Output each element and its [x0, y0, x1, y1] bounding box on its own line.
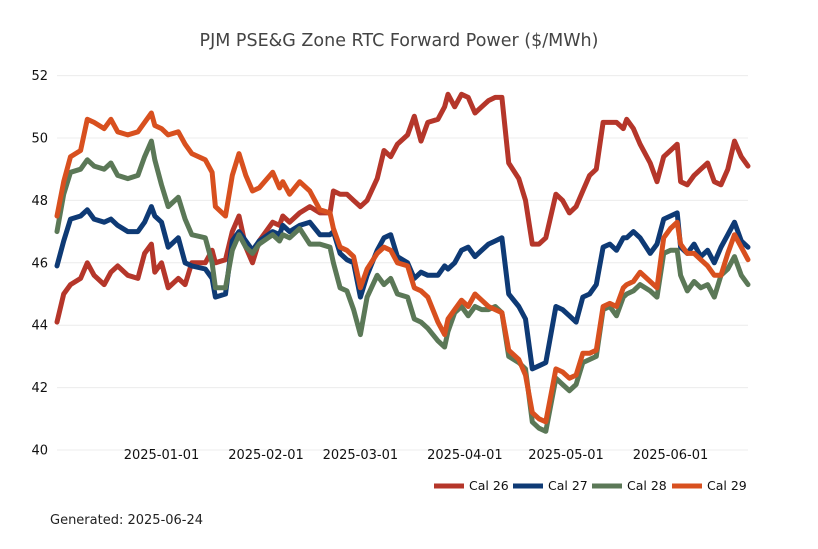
- y-tick-label: 50: [31, 132, 48, 147]
- series-line-cal-28: [54, 138, 751, 434]
- legend: Cal 26 Cal 27 Cal 28 Cal 29: [434, 478, 747, 493]
- axes: 40 42 44 46 48 50 52 2025-01-01 2025-02-01 2025-0…: [31, 69, 708, 463]
- y-tick-label: 42: [31, 381, 48, 396]
- legend-label-cal-28: Cal 28: [627, 478, 667, 493]
- x-tick-label: 2025-03-01: [323, 448, 399, 463]
- x-tick-label: 2025-05-01: [528, 448, 604, 463]
- y-tick-label: 46: [31, 256, 48, 271]
- series-line-cal-29: [54, 110, 751, 425]
- series-line-cal-26: [54, 91, 751, 325]
- legend-label-cal-26: Cal 26: [469, 478, 509, 493]
- x-tick-label: 2025-04-01: [427, 448, 503, 463]
- y-tick-label: 40: [31, 444, 48, 459]
- x-tick-label: 2025-02-01: [228, 448, 304, 463]
- series-line-cal-27: [54, 204, 751, 372]
- chart-title: PJM PSE&G Zone RTC Forward Power ($/MWh): [200, 31, 599, 51]
- legend-label-cal-27: Cal 27: [548, 478, 588, 493]
- series-lines: [54, 91, 751, 434]
- x-tick-label: 2025-01-01: [124, 448, 200, 463]
- y-tick-label: 48: [31, 194, 48, 209]
- x-tick-label: 2025-06-01: [633, 448, 709, 463]
- y-tick-label: 44: [31, 319, 48, 334]
- generated-footer: Generated: 2025-06-24: [50, 513, 204, 528]
- legend-label-cal-29: Cal 29: [707, 478, 747, 493]
- y-tick-label: 52: [31, 69, 48, 84]
